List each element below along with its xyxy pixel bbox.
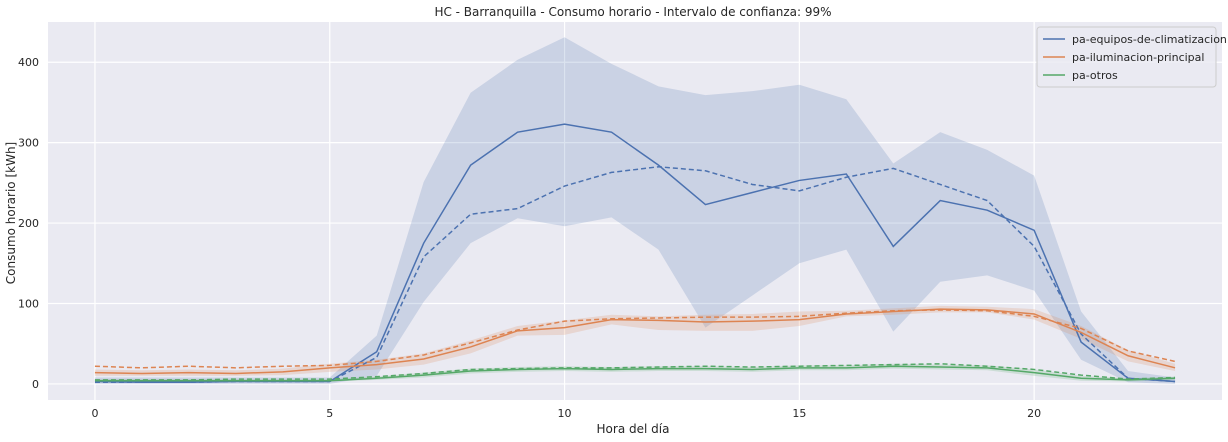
x-axis-ticks: 0 5 10 15 20 [91, 407, 1041, 420]
y-tick-label: 200 [18, 217, 39, 230]
series-lines [94, 123, 1176, 384]
y-tick-label: 400 [18, 56, 39, 69]
x-tick-label: 10 [558, 407, 572, 420]
x-tick-label: 20 [1027, 407, 1041, 420]
legend-label: pa-otros [1072, 69, 1118, 82]
confidence-band-pa-equipos-de-climatizacion [94, 37, 1176, 384]
mean-line-pa-otros [94, 365, 1176, 382]
mean-line-pa-equipos-de-climatizacion [94, 123, 1176, 384]
legend: pa-equipos-de-climatizacion pa-iluminacio… [1036, 26, 1227, 88]
legend-box [1036, 26, 1217, 88]
x-tick-label: 15 [792, 407, 806, 420]
mean-line-pa-iluminacion-principal [94, 308, 1176, 375]
confidence-band-pa-otros [94, 363, 1176, 382]
x-axis-label: Hora del día [597, 422, 670, 436]
median-line-pa-iluminacion-principal [94, 309, 1176, 369]
legend-label: pa-iluminacion-principal [1072, 51, 1204, 64]
chart-title: HC - Barranquilla - Consumo horario - In… [434, 5, 831, 19]
x-tick-label: 5 [326, 407, 333, 420]
grid-lines [48, 22, 1222, 400]
y-tick-label: 0 [32, 378, 39, 391]
plot-area [48, 22, 1222, 400]
y-axis-ticks: 0 100 200 300 400 [18, 56, 39, 391]
x-tick-label: 0 [91, 407, 98, 420]
y-tick-label: 300 [18, 137, 39, 150]
y-tick-label: 100 [18, 297, 39, 310]
y-axis-label: Consumo horario [kWh] [4, 142, 18, 284]
median-line-pa-otros [94, 363, 1176, 381]
legend-label: pa-equipos-de-climatizacion [1072, 33, 1227, 46]
